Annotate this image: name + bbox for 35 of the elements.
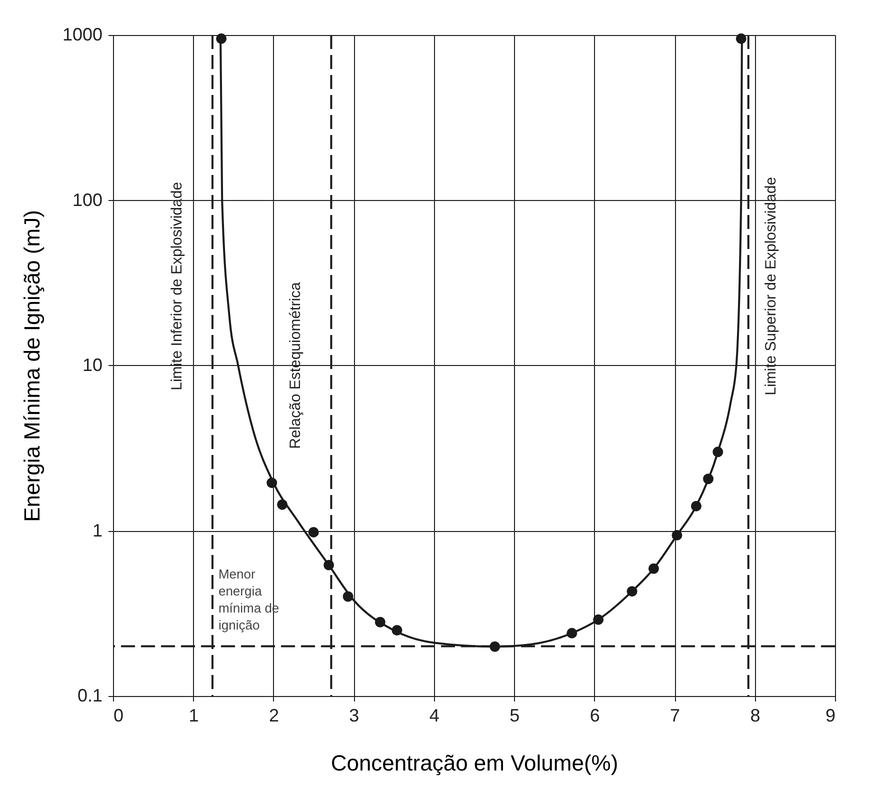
point: [648, 563, 659, 574]
x-tick-label: 0: [114, 706, 124, 726]
x-tick-label: 9: [825, 706, 836, 726]
point: [392, 625, 402, 636]
y-tick-label: 10: [82, 355, 102, 375]
x-axis-title: Concentração em Volume(%): [330, 750, 618, 776]
point: [712, 446, 724, 458]
x-tick-label: 2: [268, 706, 279, 726]
point: [626, 586, 638, 597]
ref-line-label: Relação Estequiométrica: [287, 281, 304, 449]
point: [690, 500, 702, 512]
y-axis-title: Energia Mínima de Ignição (mJ): [19, 210, 44, 522]
point: [374, 616, 386, 628]
ref-line-label: Limite Inferior de Explosividade: [168, 182, 186, 390]
point: [216, 33, 227, 44]
x-tick-label: 4: [429, 706, 440, 726]
point: [593, 614, 604, 625]
point: [672, 530, 682, 540]
x-tick-label: 5: [510, 706, 520, 726]
y-tick-label: 1: [92, 520, 102, 540]
x-tick-label: 6: [590, 706, 600, 726]
point: [736, 33, 746, 44]
x-tick-label: 8: [750, 706, 760, 726]
y-tick-label: 100: [72, 190, 102, 210]
point: [566, 628, 578, 638]
y-tick-label: 0.1: [77, 686, 102, 706]
point: [308, 526, 319, 538]
point: [703, 474, 714, 484]
x-tick-label: 1: [188, 706, 199, 726]
point: [342, 591, 354, 602]
point: [266, 478, 278, 488]
point: [277, 499, 288, 510]
x-tick-label: 7: [670, 706, 680, 726]
x-tick-label: 3: [349, 706, 360, 726]
y-tick-label: 1000: [62, 24, 102, 44]
